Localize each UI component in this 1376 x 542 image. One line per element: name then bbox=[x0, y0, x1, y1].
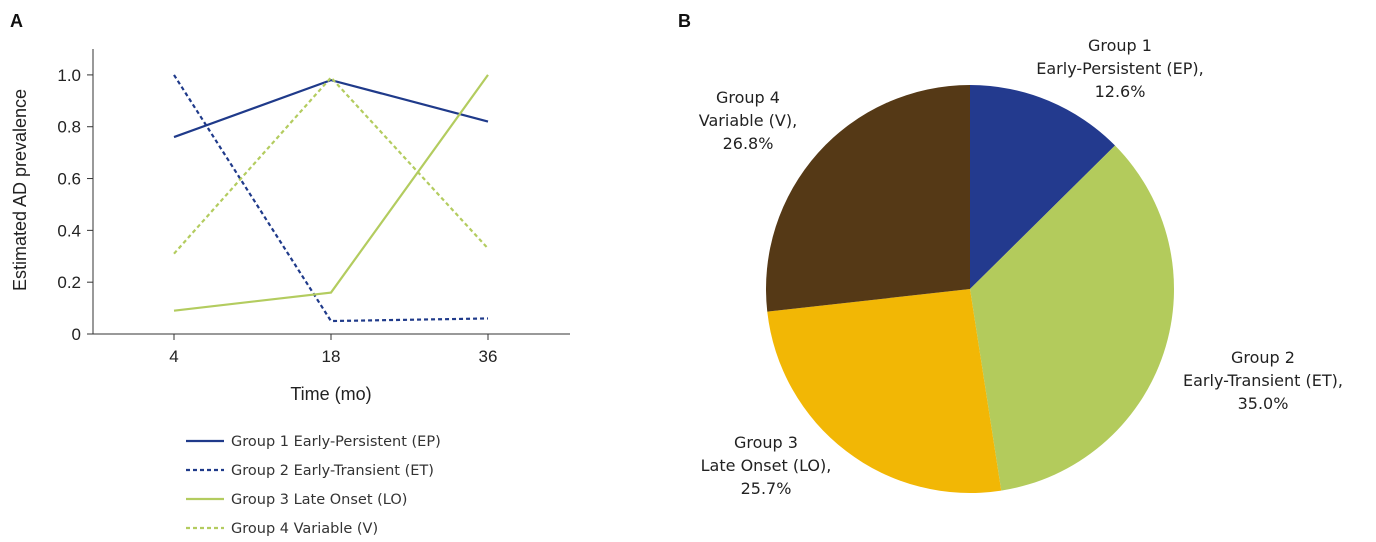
panel-a-label: A bbox=[10, 11, 23, 31]
y-tick-label: 0 bbox=[72, 325, 81, 344]
panel-b-label: B bbox=[678, 11, 691, 31]
pie-chart: Group 1 Early-Persistent (EP), 12.6% Group … bbox=[699, 36, 1343, 498]
pie-slice-group-4 bbox=[765, 85, 970, 312]
series-line-group-4 bbox=[173, 75, 489, 255]
x-ticks: 4 18 36 bbox=[169, 334, 497, 366]
series-lines bbox=[173, 74, 489, 323]
line-chart: 0 0.2 0.4 0.6 0.8 1.0 4 18 36 Time (mo) Estimat… bbox=[10, 49, 570, 537]
x-axis-title: Time (mo) bbox=[290, 384, 371, 404]
pie-label-group-1: Group 1 Early-Persistent (EP), 12.6% bbox=[1036, 36, 1203, 101]
y-tick-label: 0.6 bbox=[57, 170, 81, 189]
series-line-group-1 bbox=[173, 78, 489, 139]
legend-label-group-1: Group 1 Early-Persistent (EP) bbox=[231, 434, 441, 450]
pie-slices bbox=[765, 85, 1175, 494]
pie-slice-group-3 bbox=[767, 289, 1002, 494]
x-tick-label: 36 bbox=[479, 347, 498, 366]
legend: Group 1 Early-Persistent (EP) Group 2 Ear… bbox=[186, 434, 441, 537]
y-tick-label: 1.0 bbox=[57, 66, 81, 85]
pie-labels: Group 1 Early-Persistent (EP), 12.6% Group … bbox=[699, 36, 1343, 498]
pie-label-group-3: Group 3 Late Onset (LO), 25.7% bbox=[701, 433, 832, 498]
series-line-group-3 bbox=[173, 74, 489, 312]
pie-label-group-4: Group 4 Variable (V), 26.8% bbox=[699, 88, 797, 153]
y-ticks: 0 0.2 0.4 0.6 0.8 1.0 bbox=[57, 66, 93, 344]
legend-label-group-3: Group 3 Late Onset (LO) bbox=[231, 492, 407, 508]
pie-slice-group-1 bbox=[970, 85, 1116, 289]
y-tick-label: 0.8 bbox=[57, 118, 81, 137]
x-tick-label: 4 bbox=[169, 347, 178, 366]
pie-slice-group-2 bbox=[970, 145, 1175, 491]
pie-label-group-2: Group 2 Early-Transient (ET), 35.0% bbox=[1183, 348, 1343, 413]
y-axis-title: Estimated AD prevalence bbox=[10, 89, 30, 291]
legend-label-group-4: Group 4 Variable (V) bbox=[231, 521, 378, 537]
legend-label-group-2: Group 2 Early-Transient (ET) bbox=[231, 463, 434, 479]
y-tick-label: 0.4 bbox=[57, 221, 81, 240]
y-tick-label: 0.2 bbox=[57, 273, 81, 292]
x-tick-label: 18 bbox=[322, 347, 341, 366]
